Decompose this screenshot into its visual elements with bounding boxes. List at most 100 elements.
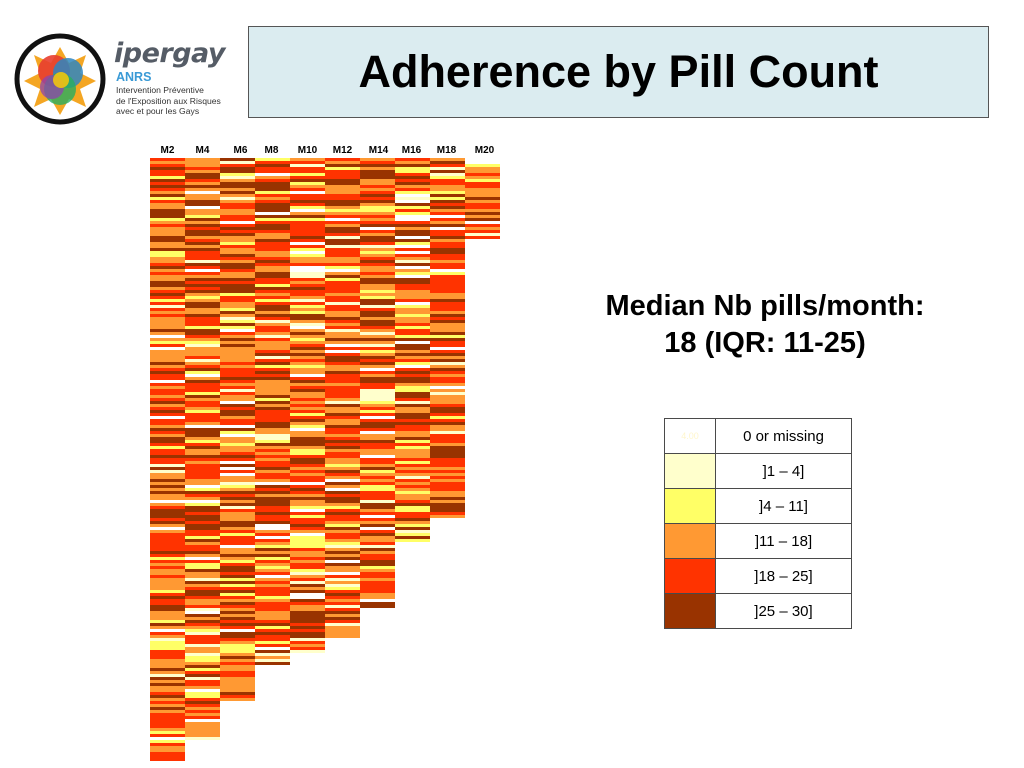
heatmap-cell (220, 494, 255, 497)
heatmap-cell (185, 290, 220, 293)
heatmap-cell (185, 227, 220, 230)
heatmap-cell (325, 446, 360, 449)
month-label: M10 (298, 145, 318, 156)
heatmap-cell (360, 299, 395, 302)
heatmap-cell (150, 467, 185, 470)
heatmap-cell (325, 542, 360, 545)
heatmap-cell (290, 413, 325, 416)
heatmap-cell (325, 278, 360, 281)
heatmap-cell (395, 356, 430, 359)
heatmap-cell (395, 284, 430, 287)
heatmap-cell (430, 461, 465, 464)
heatmap-cell (185, 494, 220, 497)
heatmap-cell (150, 245, 185, 248)
heatmap-cell (150, 605, 185, 608)
heatmap-cell (290, 509, 325, 512)
heatmap-cell (395, 167, 430, 170)
heatmap-cell (150, 158, 185, 161)
heatmap-cell (185, 629, 220, 632)
heatmap-cell (185, 458, 220, 461)
heatmap-cell (290, 197, 325, 200)
heatmap-cell (325, 248, 360, 251)
heatmap-cell (220, 302, 255, 305)
heatmap-cell (325, 263, 360, 266)
heatmap-cell (255, 278, 290, 281)
heatmap-cell (220, 272, 255, 275)
heatmap-cell (150, 167, 185, 170)
heatmap-cell (395, 281, 430, 284)
heatmap-cell (360, 389, 395, 392)
heatmap-cell (255, 302, 290, 305)
heatmap-cell (430, 206, 465, 209)
heatmap-cell (290, 329, 325, 332)
heatmap-cell (185, 341, 220, 344)
heatmap-cell (290, 479, 325, 482)
heatmap-cell (150, 374, 185, 377)
heatmap-cell (465, 233, 500, 236)
heatmap-cell (220, 254, 255, 257)
heatmap-cell (325, 512, 360, 515)
heatmap-cell (465, 158, 500, 161)
heatmap-cell (290, 278, 325, 281)
heatmap-cell (220, 263, 255, 266)
heatmap-cell (150, 233, 185, 236)
heatmap-cell (290, 626, 325, 629)
heatmap-cell (185, 176, 220, 179)
heatmap-cell (255, 200, 290, 203)
heatmap-cell (325, 176, 360, 179)
heatmap-cell (255, 347, 290, 350)
heatmap-cell (395, 446, 430, 449)
heatmap-cell (185, 680, 220, 683)
heatmap-cell (185, 650, 220, 653)
heatmap-cell (255, 446, 290, 449)
heatmap-cell (290, 461, 325, 464)
heatmap-cell (150, 662, 185, 665)
heatmap-cell (220, 344, 255, 347)
heatmap-cell (220, 509, 255, 512)
heatmap-cell (255, 275, 290, 278)
heatmap-cell (220, 413, 255, 416)
heatmap-cell (255, 494, 290, 497)
heatmap-cell (465, 236, 500, 239)
heatmap-cell (360, 386, 395, 389)
heatmap-cell (185, 533, 220, 536)
heatmap-cell (255, 356, 290, 359)
heatmap-cell (185, 545, 220, 548)
heatmap-cell (255, 344, 290, 347)
heatmap-cell (255, 335, 290, 338)
heatmap-cell (430, 251, 465, 254)
heatmap-cell (150, 491, 185, 494)
heatmap-cell (395, 386, 430, 389)
heatmap-cell (150, 392, 185, 395)
heatmap-cell (430, 212, 465, 215)
heatmap-cell (325, 377, 360, 380)
heatmap-cell (220, 371, 255, 374)
heatmap-cell (220, 215, 255, 218)
heatmap-cell (395, 479, 430, 482)
heatmap-cell (360, 434, 395, 437)
heatmap-cell (150, 176, 185, 179)
heatmap-cell (150, 611, 185, 614)
heatmap-cell (255, 416, 290, 419)
heatmap-cell (185, 410, 220, 413)
heatmap-cell (150, 635, 185, 638)
heatmap-cell (325, 593, 360, 596)
heatmap-cell (255, 452, 290, 455)
heatmap-cell (360, 317, 395, 320)
heatmap-cell (290, 371, 325, 374)
heatmap-cell (395, 377, 430, 380)
heatmap-cell (325, 437, 360, 440)
heatmap-cell (325, 224, 360, 227)
heatmap-cell (395, 464, 430, 467)
heatmap-cell (220, 491, 255, 494)
heatmap-cell (255, 443, 290, 446)
heatmap-cell (395, 443, 430, 446)
heatmap-cell (255, 248, 290, 251)
heatmap-cell (360, 392, 395, 395)
heatmap-cell (290, 230, 325, 233)
heatmap-cell (255, 179, 290, 182)
heatmap-cell (150, 404, 185, 407)
heatmap-cell (430, 269, 465, 272)
heatmap-cell (150, 518, 185, 521)
heatmap-cell (220, 560, 255, 563)
